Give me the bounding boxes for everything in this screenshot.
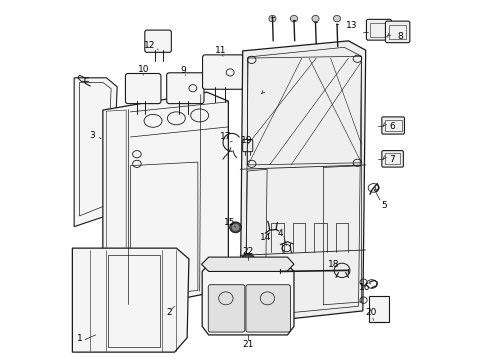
Polygon shape — [102, 92, 228, 313]
Text: 5: 5 — [381, 201, 386, 210]
Text: 13: 13 — [346, 21, 357, 30]
FancyBboxPatch shape — [381, 117, 404, 134]
Bar — [384, 153, 400, 164]
Polygon shape — [240, 41, 365, 323]
Text: 20: 20 — [365, 308, 376, 317]
Bar — [369, 23, 387, 37]
Text: 15: 15 — [223, 218, 235, 227]
Text: 17: 17 — [220, 132, 231, 141]
Polygon shape — [202, 264, 293, 335]
Text: 19: 19 — [240, 136, 251, 145]
Text: 4: 4 — [277, 229, 283, 238]
Text: 14: 14 — [260, 233, 271, 242]
Text: 10: 10 — [137, 65, 149, 74]
FancyBboxPatch shape — [166, 73, 203, 104]
Ellipse shape — [241, 253, 254, 266]
Text: 6: 6 — [388, 122, 394, 131]
Ellipse shape — [244, 256, 251, 263]
FancyBboxPatch shape — [381, 150, 403, 167]
Ellipse shape — [231, 224, 239, 230]
Text: 7: 7 — [388, 155, 394, 164]
FancyBboxPatch shape — [208, 285, 244, 332]
Ellipse shape — [229, 222, 241, 233]
Polygon shape — [201, 257, 293, 271]
Text: 3: 3 — [89, 131, 95, 140]
Text: 9: 9 — [180, 66, 186, 75]
Text: 22: 22 — [242, 247, 253, 256]
Text: 11: 11 — [215, 46, 226, 55]
FancyBboxPatch shape — [366, 19, 391, 40]
Text: 2: 2 — [166, 308, 172, 317]
FancyBboxPatch shape — [125, 73, 161, 104]
Polygon shape — [74, 78, 117, 226]
Text: 16: 16 — [358, 283, 369, 292]
Ellipse shape — [311, 15, 319, 22]
Bar — [384, 120, 401, 131]
FancyBboxPatch shape — [385, 21, 409, 42]
Text: 21: 21 — [242, 340, 253, 349]
Ellipse shape — [268, 15, 276, 22]
Ellipse shape — [333, 15, 340, 22]
Bar — [368, 296, 388, 321]
FancyBboxPatch shape — [202, 55, 243, 89]
FancyBboxPatch shape — [245, 285, 290, 332]
Text: 18: 18 — [327, 261, 339, 270]
Polygon shape — [72, 248, 188, 352]
Text: 8: 8 — [397, 32, 403, 41]
Text: 1: 1 — [77, 334, 82, 343]
Bar — [388, 25, 406, 39]
Text: 12: 12 — [143, 41, 155, 50]
FancyBboxPatch shape — [144, 30, 171, 52]
Ellipse shape — [290, 15, 297, 22]
